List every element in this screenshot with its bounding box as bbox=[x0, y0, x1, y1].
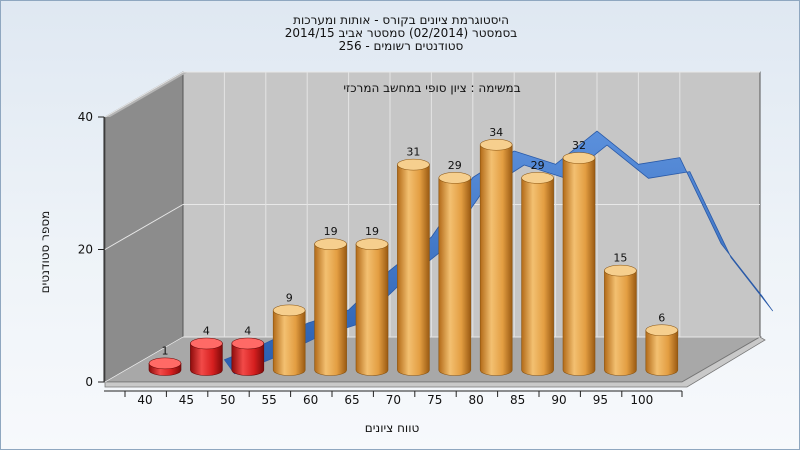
bar: 15 bbox=[604, 252, 637, 376]
bar-body bbox=[562, 157, 596, 376]
bar-top bbox=[231, 337, 265, 350]
bar-body bbox=[604, 270, 637, 376]
y-tick-label: 40 bbox=[78, 110, 93, 124]
bar: 31 bbox=[397, 146, 430, 376]
bar-top bbox=[438, 172, 472, 184]
bar-body bbox=[479, 144, 513, 376]
bar: 29 bbox=[438, 159, 472, 376]
bar-value-label: 4 bbox=[244, 325, 251, 338]
bar-top bbox=[190, 337, 223, 350]
floor-front-edge bbox=[104, 336, 766, 388]
bar: 9 bbox=[272, 291, 306, 376]
x-tick-label: 60 bbox=[303, 393, 318, 407]
y-tick-label: 0 bbox=[85, 375, 93, 389]
bar-body bbox=[438, 177, 472, 376]
bar-value-label: 19 bbox=[365, 225, 379, 238]
wall-top-rim bbox=[105, 72, 188, 117]
bar-body bbox=[645, 329, 679, 376]
chart-title-line-1: היסטוגרמת ציונים בקורס - אותות ומערכות bbox=[293, 13, 509, 27]
bar-body bbox=[272, 310, 306, 376]
x-tick-label: 45 bbox=[179, 393, 194, 407]
gridline-y-side bbox=[104, 204, 184, 250]
bar-value-label: 31 bbox=[406, 146, 420, 159]
bar-body bbox=[521, 177, 554, 376]
bar: 19 bbox=[314, 225, 347, 376]
x-tick-label: 70 bbox=[386, 393, 401, 407]
bar-body bbox=[231, 343, 265, 376]
bar-body bbox=[190, 343, 223, 376]
bar: 34 bbox=[479, 126, 513, 376]
bar-top bbox=[521, 172, 554, 184]
bar-top bbox=[314, 238, 347, 250]
bar-value-label: 19 bbox=[324, 225, 338, 238]
bar-value-label: 1 bbox=[162, 344, 169, 357]
chart-title-line-3: סטודנטים רשומים - 256 bbox=[338, 39, 464, 53]
bar-value-label: 15 bbox=[613, 252, 627, 265]
x-tick-label: 85 bbox=[510, 393, 525, 407]
bar: 4 bbox=[231, 325, 265, 376]
bar: 1 bbox=[148, 344, 182, 376]
bar: 6 bbox=[645, 311, 679, 376]
bar-body bbox=[314, 243, 347, 376]
bar: 19 bbox=[355, 225, 389, 376]
x-tick-label: 65 bbox=[344, 393, 359, 407]
bar-value-label: 9 bbox=[286, 291, 293, 304]
bar-top bbox=[479, 138, 513, 151]
bar-value-label: 6 bbox=[658, 311, 665, 324]
bar-top bbox=[604, 264, 637, 277]
bar-top bbox=[148, 357, 182, 370]
x-tick-label: 90 bbox=[551, 393, 566, 407]
chart-title-line-2: בסמסטר (02/2014) סמסטר אביב 2014/15 bbox=[284, 26, 518, 40]
x-tick-label: 80 bbox=[469, 393, 484, 407]
bar-top bbox=[645, 324, 679, 337]
bar: 29 bbox=[521, 159, 554, 376]
bar-top bbox=[562, 152, 596, 164]
x-tick-label: 95 bbox=[593, 393, 608, 407]
bar-body bbox=[397, 164, 430, 376]
x-tick-label: 75 bbox=[427, 393, 442, 407]
y-tick-label: 20 bbox=[78, 243, 93, 257]
x-tick-label: 40 bbox=[137, 393, 152, 407]
bar-top bbox=[397, 158, 430, 171]
bar-top bbox=[272, 304, 306, 317]
gridline-y-side bbox=[104, 71, 184, 118]
x-tick-label: 55 bbox=[262, 393, 277, 407]
bar-body bbox=[355, 243, 389, 376]
bar: 4 bbox=[190, 325, 223, 376]
gridline-y-side bbox=[104, 336, 184, 383]
x-tick-label: 50 bbox=[220, 393, 235, 407]
bar-top bbox=[355, 238, 389, 250]
bar-value-label: 29 bbox=[531, 159, 545, 172]
x-axis-title: טווח ציונים bbox=[365, 421, 420, 435]
x-tick-label: 100 bbox=[630, 393, 653, 407]
y-axis-title: מספר סטודנטים bbox=[38, 211, 52, 294]
chart-subtitle: במשימה : ציון סופי במחשב המרכזי bbox=[343, 81, 520, 95]
bar-value-label: 32 bbox=[572, 139, 586, 152]
bar-value-label: 4 bbox=[203, 325, 210, 338]
bar: 32 bbox=[562, 139, 596, 376]
bar-value-label: 29 bbox=[448, 159, 462, 172]
bar-value-label: 34 bbox=[489, 126, 503, 139]
